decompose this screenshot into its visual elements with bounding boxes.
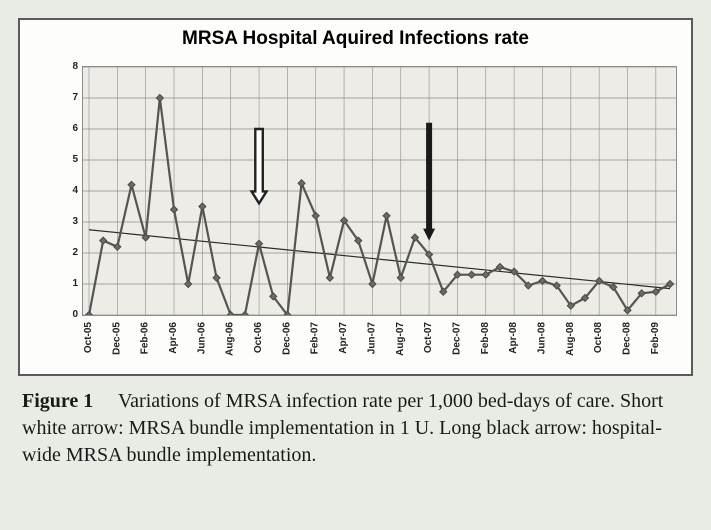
figure-label: Figure 1: [22, 390, 93, 412]
svg-text:Aug-08: Aug-08: [565, 322, 576, 356]
svg-text:Dec-08: Dec-08: [621, 322, 632, 355]
svg-text:Feb-09: Feb-09: [650, 322, 661, 355]
figure-caption: Figure 1 Variations of MRSA infection ra…: [18, 388, 693, 469]
figure-caption-text: Variations of MRSA infection rate per 1,…: [22, 390, 663, 466]
svg-text:Dec-05: Dec-05: [111, 322, 122, 355]
svg-text:5: 5: [72, 154, 78, 165]
svg-text:Apr-06: Apr-06: [168, 322, 179, 354]
svg-text:4: 4: [72, 185, 78, 196]
svg-text:Feb-07: Feb-07: [310, 322, 321, 355]
black-arrow-icon: [423, 123, 435, 241]
plot-area: Rate of infection per 1000 bed days of c…: [82, 66, 677, 316]
svg-text:Jun-07: Jun-07: [366, 322, 377, 355]
svg-text:Feb-08: Feb-08: [480, 322, 491, 355]
svg-text:7: 7: [72, 92, 78, 103]
svg-text:Dec-07: Dec-07: [451, 322, 462, 355]
plot-svg: [83, 67, 676, 315]
svg-text:8: 8: [72, 61, 78, 72]
svg-text:3: 3: [72, 216, 78, 227]
svg-text:Apr-07: Apr-07: [338, 322, 349, 354]
chart-title: MRSA Hospital Aquired Infections rate: [20, 20, 691, 54]
svg-text:Feb-06: Feb-06: [140, 322, 151, 355]
svg-text:Oct-05: Oct-05: [83, 322, 94, 354]
svg-text:Oct-06: Oct-06: [253, 322, 264, 354]
svg-text:6: 6: [72, 123, 78, 134]
svg-text:Jun-08: Jun-08: [536, 322, 547, 355]
white-arrow-icon: [252, 129, 267, 203]
svg-text:0: 0: [72, 309, 78, 320]
svg-text:Jun-06: Jun-06: [196, 322, 207, 355]
y-axis: 012345678: [58, 66, 82, 314]
x-axis: Oct-05 Dec-05 Feb-06 Apr-06 Jun-06 Aug-06 Oct-…: [82, 316, 675, 374]
svg-text:2: 2: [72, 247, 78, 258]
svg-text:Apr-08: Apr-08: [508, 322, 519, 354]
svg-text:Aug-06: Aug-06: [225, 322, 236, 356]
svg-text:Aug-07: Aug-07: [395, 322, 406, 356]
svg-text:Oct-07: Oct-07: [423, 322, 434, 354]
svg-text:Oct-08: Oct-08: [593, 322, 604, 354]
chart-frame: MRSA Hospital Aquired Infections rate Ra…: [18, 18, 693, 376]
svg-text:1: 1: [72, 278, 78, 289]
svg-text:Dec-06: Dec-06: [281, 322, 292, 355]
